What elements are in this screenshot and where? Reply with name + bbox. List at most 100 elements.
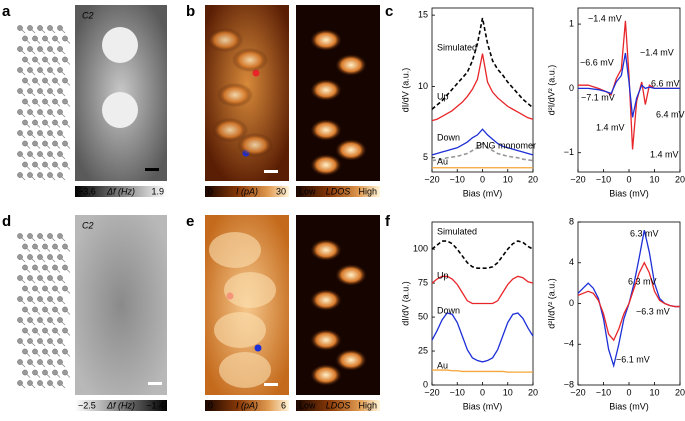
colorbar-max: High [358,186,377,196]
colorbar-min: Low [299,400,316,410]
y-tick-label: 75 [418,278,428,288]
atom [62,369,68,376]
atom [47,130,53,136]
atom [22,243,28,250]
colorbar-min: 0 [208,400,213,410]
colorbar-min: −3.6 [78,186,96,196]
series-line [431,128,534,156]
atom [27,275,33,281]
atom [47,67,53,73]
atom [52,369,58,376]
colorbar-label: LDOS [326,186,351,196]
y-tick-label: −8 [564,379,574,389]
ldos-lobe [310,119,342,141]
atom [57,233,63,239]
atom [17,88,23,94]
x-tick-label: 20 [528,174,538,184]
atom [42,264,48,271]
atom [62,98,68,105]
atom [22,327,28,334]
atom [57,380,63,386]
stm-feature [217,83,253,107]
x-axis-label: Bias (mV) [609,188,649,198]
series-line [432,369,533,373]
atom [32,243,38,250]
stm-feature [209,232,261,268]
atom [27,233,33,239]
atom [37,359,43,365]
atom [52,77,58,84]
atom [17,46,23,52]
atom [27,67,33,73]
atom [52,306,58,313]
atom [62,285,68,292]
y-tick-label: 10 [418,81,428,91]
atom [47,172,53,178]
atom [17,25,23,31]
colorbar-label: Δf (Hz) [106,400,135,410]
ldos-lobe [310,289,342,311]
afm-image [75,215,167,395]
colorbar-max: 6 [281,400,286,410]
atom [32,56,38,63]
atom [32,348,38,355]
atom [42,243,48,250]
atom [17,67,23,73]
atom [37,317,43,323]
x-tick-label: −10 [450,387,465,397]
atom [37,254,43,260]
ldos-lobe [310,29,342,51]
y-tick-label: −4 [564,339,574,349]
x-tick-label: 10 [503,174,513,184]
atom [57,151,63,157]
x-tick-label: 10 [503,387,513,397]
annotation: 6.6 mV [651,78,680,88]
atom [27,109,33,115]
atom [57,275,63,281]
colorbar [296,400,380,411]
atom [47,338,53,344]
atom [47,380,53,386]
x-tick-label: 0 [626,174,631,184]
panel-label: b [186,3,195,20]
atom [57,109,63,115]
atom [52,264,58,271]
series-line [431,275,534,305]
ldos-lobe [335,349,367,371]
atom [32,119,38,126]
atom [22,140,28,147]
annotation: 1.4 mV [596,122,625,132]
annotation: −6.6 mV [580,57,614,67]
atom [42,161,48,168]
y-tick-label: 0 [569,298,574,308]
atom [42,306,48,313]
atom [27,88,33,94]
y-tick-label: 100 [413,244,428,254]
series-label: Au [437,156,448,166]
atom [62,140,68,147]
atom [62,77,68,84]
annotation: 6.4 mV [656,109,685,119]
ldos-lobe [310,364,342,386]
atom [62,243,68,250]
colorbar-label: I (pA) [236,400,258,410]
atom [27,172,33,178]
atom [47,109,53,115]
atom [47,233,53,239]
scale-bar [264,383,278,386]
atom [32,140,38,147]
atom [17,233,23,239]
colorbar-max: 30 [276,186,286,196]
y-tick-label: 15 [418,10,428,20]
atom [32,285,38,292]
atom [17,130,23,136]
atom [37,275,43,281]
atom [32,369,38,376]
atom [37,67,43,73]
series-line [577,230,680,369]
x-tick-label: 0 [480,387,485,397]
x-tick-label: −10 [596,174,611,184]
x-axis-label: Bias (mV) [609,401,649,411]
atom [37,380,43,386]
atom [57,88,63,94]
